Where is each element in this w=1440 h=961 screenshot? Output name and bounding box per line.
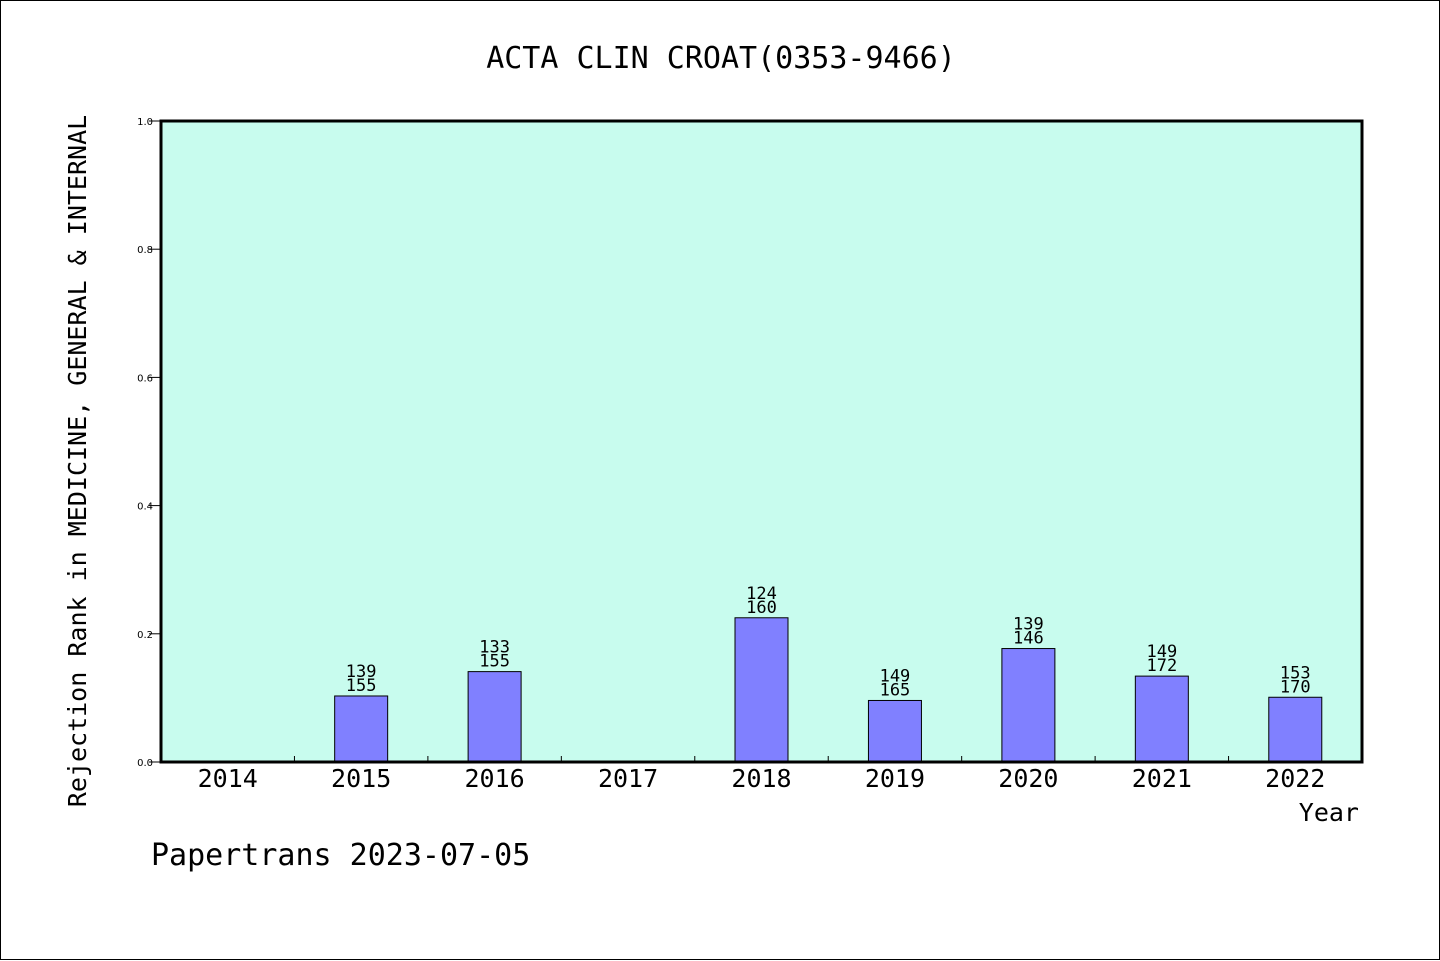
y-tick-label: 0.6	[137, 373, 153, 384]
bar-2022	[1268, 696, 1323, 763]
x-tick-label: 2014	[198, 764, 258, 793]
y-tick-label: 0.4	[137, 502, 153, 513]
bar-rank-label: 149	[1146, 642, 1177, 662]
bar-rank-label: 124	[746, 584, 777, 604]
y-tick-label: 0.2	[137, 630, 153, 641]
x-tick-label: 2018	[731, 764, 791, 793]
bars-group	[334, 617, 1323, 763]
bar-2018	[734, 617, 789, 763]
x-tick-label: 2015	[331, 764, 391, 793]
bar-2020	[1001, 648, 1056, 763]
bar-2016	[467, 671, 522, 763]
bar-2021	[1134, 675, 1189, 763]
x-axis: 2014 2015 2016 2017 2018 2019 2020 2021 2022	[198, 756, 1325, 793]
x-tick-label: 2019	[865, 764, 925, 793]
x-tick-label: 2022	[1265, 764, 1325, 793]
bar-total-label: 172	[1146, 656, 1177, 676]
footer-credit: Papertrans 2023-07-05	[151, 838, 530, 873]
x-tick-label: 2017	[598, 764, 658, 793]
bar-rank-label: 149	[880, 666, 911, 686]
bar-2019	[867, 699, 922, 763]
bar-total-label: 155	[479, 652, 510, 672]
y-tick-label: 0.0	[137, 758, 153, 769]
bar-total-label: 155	[346, 676, 377, 696]
bar-2015	[334, 695, 389, 763]
y-tick-label: 1.0	[137, 117, 153, 128]
bar-total-label: 170	[1280, 677, 1311, 697]
bar-total-label: 160	[746, 598, 777, 618]
bar-rank-label: 153	[1280, 663, 1311, 683]
bar-rank-label: 133	[479, 638, 510, 658]
bar-rank-label: 139	[1013, 615, 1044, 635]
y-tick-label: 0.8	[137, 245, 153, 256]
bar-total-label: 146	[1013, 629, 1044, 649]
bar-total-label: 165	[880, 680, 911, 700]
chart-title: ACTA CLIN CROAT(0353-9466)	[486, 41, 956, 76]
y-axis: 0.0 0.2 0.4 0.6 0.8 1.0	[137, 117, 161, 769]
bar-rank-label: 139	[346, 662, 377, 682]
x-tick-label: 2021	[1132, 764, 1192, 793]
plot-border	[159, 119, 1364, 764]
x-tick-label: 2020	[998, 764, 1058, 793]
x-axis-label: Year	[1299, 798, 1359, 827]
y-axis-label: Rejection Rank in MEDICINE, GENERAL & IN…	[63, 115, 92, 807]
x-tick-label: 2016	[465, 764, 525, 793]
